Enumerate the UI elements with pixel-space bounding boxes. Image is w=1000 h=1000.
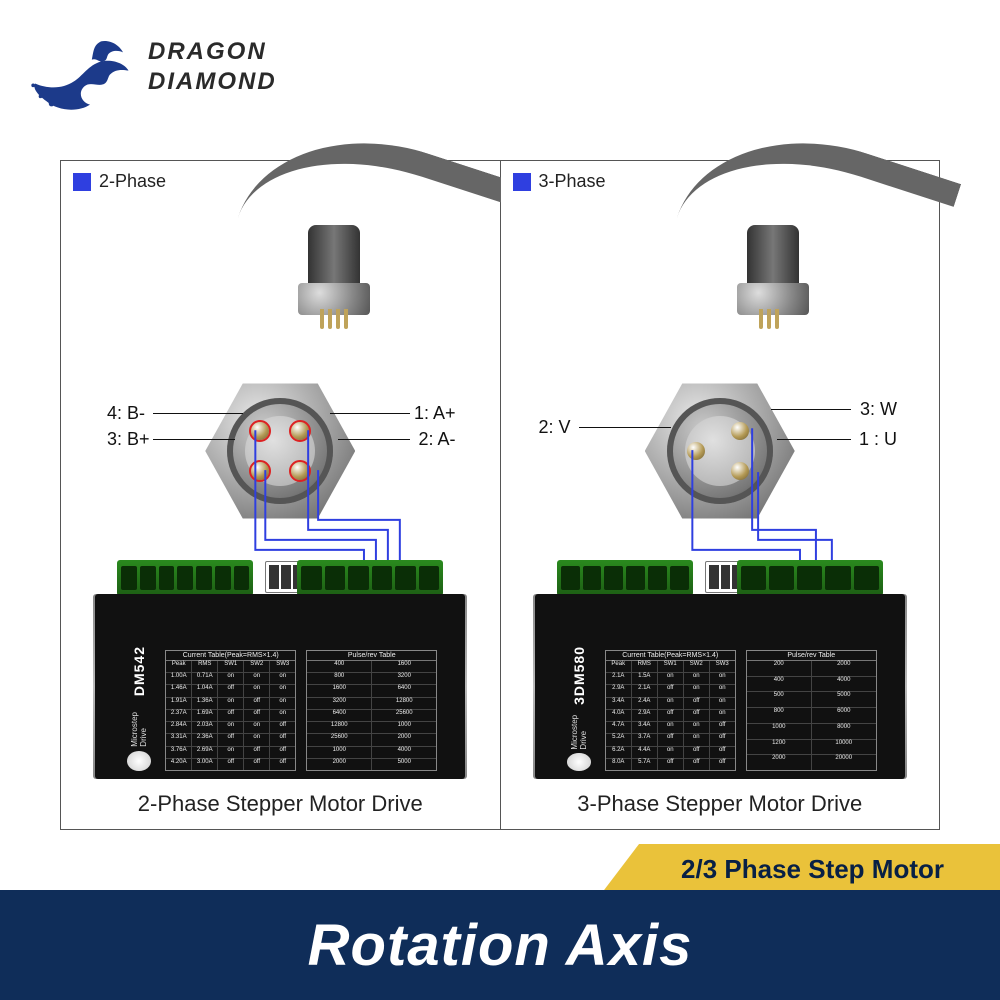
leader-line — [771, 409, 851, 410]
caption-2phase: 2-Phase Stepper Motor Drive — [61, 791, 500, 817]
driver-body: 3DM580 Microstep Drive Current Table(Pea… — [535, 594, 905, 779]
brand-line1: DRAGON — [148, 37, 277, 67]
diagram-panels: 2-Phase 4: B- 3: B+ 1: A — [60, 160, 940, 830]
plug-2phase — [250, 171, 470, 321]
pulse-table: Pulse/rev Table 2002000 4004000 5005000 … — [746, 650, 877, 771]
leader-line — [338, 439, 410, 440]
driver-model-strip: DM542 Microstep Drive — [121, 646, 157, 771]
driver-3phase: 3DM580 Microstep Drive Current Table(Pea… — [535, 564, 905, 779]
socket-3phase — [645, 376, 795, 526]
signal-terminal-icon — [117, 560, 253, 596]
pin-label-1: 1: A+ — [414, 403, 456, 424]
pin-label-3w: 3: W — [860, 399, 897, 420]
leader-line — [579, 427, 671, 428]
cable-icon — [677, 104, 961, 298]
footer-band: 2/3 Phase Step Motor Rotation Axis — [0, 844, 1000, 1000]
dragon-logo-icon — [24, 12, 134, 122]
pin-callout-icon — [289, 460, 311, 482]
panel-3phase: 3-Phase 2: V 3: W 1 : U — [501, 160, 941, 830]
phase-label-text-3: 3-Phase — [539, 171, 606, 192]
hv-terminal-icon — [297, 560, 443, 596]
current-table-title: Current Table(Peak=RMS×1.4) — [166, 651, 295, 661]
brand-block: DRAGON DIAMOND — [24, 12, 277, 122]
pulse-table-title-3: Pulse/rev Table — [747, 651, 876, 661]
leader-line — [330, 413, 410, 414]
leader-line — [777, 439, 851, 440]
footer-title: Rotation Axis — [0, 890, 1000, 1000]
phase-label-2: 2-Phase — [73, 171, 166, 192]
pulse-table: Pulse/rev Table 4001600 8003200 16006400… — [306, 650, 437, 771]
pin-label-4: 4: B- — [107, 403, 145, 424]
pin-callout-icon — [249, 460, 271, 482]
current-table-title-3: Current Table(Peak=RMS×1.4) — [606, 651, 735, 661]
footer-tag: 2/3 Phase Step Motor — [601, 844, 1000, 894]
caption-3phase: 3-Phase Stepper Motor Drive — [501, 791, 940, 817]
driver-2phase: DM542 Microstep Drive Current Table(Peak… — [95, 564, 465, 779]
pin-2v — [687, 442, 705, 460]
leadshine-logo-icon — [127, 751, 151, 771]
leadshine-logo-icon — [567, 753, 591, 771]
driver-model-2: DM542 — [131, 646, 147, 696]
driver-model-strip: 3DM580 Microstep Drive — [561, 646, 597, 771]
driver-model-3: 3DM580 — [571, 646, 587, 705]
signal-terminal-icon — [557, 560, 693, 596]
driver-subtitle-3: Microstep Drive — [570, 709, 588, 750]
driver-subtitle-2: Microstep Drive — [130, 700, 148, 747]
pin-label-3: 3: B+ — [107, 429, 150, 450]
pin-1u — [731, 462, 749, 480]
leader-line — [153, 439, 235, 440]
pin-callout-icon — [249, 420, 271, 442]
spec-tables-3: Current Table(Peak=RMS×1.4) PeakRMSSW1SW… — [605, 650, 877, 771]
hv-terminal-icon — [737, 560, 883, 596]
pin-label-1u: 1 : U — [859, 429, 897, 450]
phase-marker-icon — [73, 173, 91, 191]
pin-3w — [731, 422, 749, 440]
brand-line2: DIAMOND — [148, 67, 277, 97]
panel-2phase: 2-Phase 4: B- 3: B+ 1: A — [60, 160, 501, 830]
current-table: Current Table(Peak=RMS×1.4) PeakRMSSW1SW… — [165, 650, 296, 771]
cable-icon — [237, 104, 521, 298]
phase-label-3: 3-Phase — [513, 171, 606, 192]
plug-3phase — [689, 171, 909, 321]
pin-callout-icon — [289, 420, 311, 442]
driver-body: DM542 Microstep Drive Current Table(Peak… — [95, 594, 465, 779]
current-table: Current Table(Peak=RMS×1.4) PeakRMSSW1SW… — [605, 650, 736, 771]
socket-2phase — [205, 376, 355, 526]
phase-label-text-2: 2-Phase — [99, 171, 166, 192]
leader-line — [153, 413, 243, 414]
pin-label-2: 2: A- — [418, 429, 455, 450]
pin-label-2v: 2: V — [539, 417, 571, 438]
plug-pins-icon — [320, 309, 348, 329]
brand-text: DRAGON DIAMOND — [148, 37, 277, 97]
plug-pins-icon — [759, 309, 787, 329]
phase-marker-icon — [513, 173, 531, 191]
spec-tables-2: Current Table(Peak=RMS×1.4) PeakRMSSW1SW… — [165, 650, 437, 771]
pulse-table-title: Pulse/rev Table — [307, 651, 436, 661]
